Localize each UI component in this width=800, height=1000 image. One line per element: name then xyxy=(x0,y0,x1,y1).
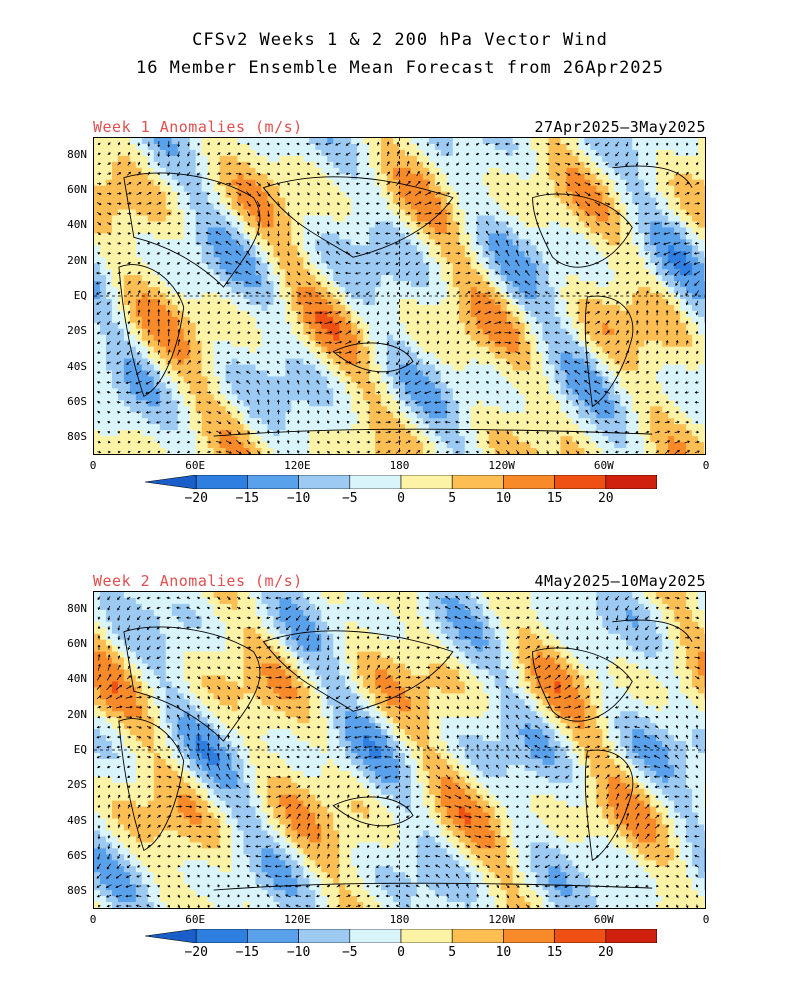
colorbar-tick-label: −10 xyxy=(286,491,311,506)
colorbar-tick-label: 5 xyxy=(448,491,457,506)
colorbar-tick-label: −5 xyxy=(341,491,358,506)
lon-tick-label: 0 xyxy=(702,913,710,926)
colorbar-segment xyxy=(400,475,453,489)
colorbar-tick-label: −20 xyxy=(184,491,208,506)
colorbar-segment xyxy=(605,929,657,943)
lat-tick-label: 60S xyxy=(67,395,87,408)
lon-tick-label: 0 xyxy=(702,459,710,472)
colorbar-tick-label: −20 xyxy=(184,945,208,960)
panel-dates: 4May2025—10May2025 xyxy=(534,572,706,590)
lat-tick-label: 20N xyxy=(67,253,87,267)
colorbar-tick-label: −10 xyxy=(286,945,311,960)
lon-tick-label: 180 xyxy=(389,459,410,472)
colorbar-tick-label: −5 xyxy=(341,945,358,960)
colorbar-tick-label: −15 xyxy=(235,491,260,506)
colorbar-segment xyxy=(451,475,504,489)
lat-tick-label: 40S xyxy=(67,359,87,373)
anomaly-shading xyxy=(94,138,705,454)
reference-lines xyxy=(94,138,705,454)
colorbar-segment xyxy=(247,929,299,943)
colorbar-segment xyxy=(451,929,504,943)
panel-title: Week 1 Anomalies (m/s) xyxy=(93,118,303,136)
colorbar-segment xyxy=(298,929,351,943)
lon-tick-label: 0 xyxy=(89,459,97,472)
colorbar-segment xyxy=(503,929,555,943)
colorbar-tick-label: 0 xyxy=(397,945,405,960)
map-week-2 xyxy=(93,591,706,909)
coastlines xyxy=(118,165,693,437)
colorbar-segment xyxy=(145,475,197,489)
colorbar-segment xyxy=(195,929,248,943)
lat-tick-label: EQ xyxy=(73,743,87,756)
colorbar xyxy=(145,475,657,489)
lon-tick-label: 180 xyxy=(389,913,410,926)
colorbar-tick-label: 10 xyxy=(495,945,512,960)
title-line-1: CFSv2 Weeks 1 & 2 200 hPa Vector Wind xyxy=(192,30,608,50)
map-week-1 xyxy=(93,137,706,455)
panel-title: Week 2 Anomalies (m/s) xyxy=(93,572,303,590)
colorbar-segment xyxy=(554,475,607,489)
anomaly-map xyxy=(94,138,705,454)
colorbar-segment xyxy=(247,475,299,489)
lon-tick-label: 120E xyxy=(284,459,311,472)
colorbar-segment xyxy=(349,475,402,489)
colorbar-segment xyxy=(145,929,197,943)
colorbar-tick-label: 10 xyxy=(495,491,512,506)
colorbar-segment xyxy=(349,929,402,943)
lat-tick-label: 40S xyxy=(67,813,87,827)
colorbar-segment xyxy=(605,475,657,489)
lat-tick-label: 40N xyxy=(67,218,87,232)
colorbar-tick-label: 20 xyxy=(597,945,614,960)
lon-tick-label: 60W xyxy=(593,459,614,472)
colorbar-segment xyxy=(400,929,453,943)
lat-tick-label: EQ xyxy=(73,289,87,302)
reference-lines xyxy=(94,592,705,908)
title-line-2: 16 Member Ensemble Mean Forecast from 26… xyxy=(135,58,665,78)
colorbar-tick-label: 15 xyxy=(546,491,563,506)
lat-tick-label: 20S xyxy=(67,324,87,338)
colorbar-segment xyxy=(554,929,607,943)
colorbar xyxy=(145,929,657,943)
lat-tick-label: 60S xyxy=(67,849,87,862)
colorbar-tick-label: 5 xyxy=(448,945,457,960)
lon-tick-label: 120W xyxy=(488,913,515,926)
lon-tick-label: 120E xyxy=(284,913,311,926)
lat-tick-label: 80S xyxy=(67,884,87,898)
anomaly-map xyxy=(94,592,705,908)
colorbar-tick-label: 15 xyxy=(546,945,563,960)
coastlines xyxy=(118,619,693,891)
lon-tick-label: 120W xyxy=(488,459,515,472)
wind-vectors xyxy=(96,595,701,908)
colorbar-segment xyxy=(503,475,555,489)
lat-tick-label: 80S xyxy=(67,430,87,444)
lat-tick-label: 80N xyxy=(67,601,87,615)
colorbar-tick-label: 20 xyxy=(597,491,614,506)
colorbar-segment xyxy=(298,475,351,489)
lon-tick-label: 60E xyxy=(185,459,206,472)
lon-tick-label: 60E xyxy=(185,913,206,926)
lat-tick-label: 60N xyxy=(67,637,87,650)
colorbar-tick-label: 0 xyxy=(397,491,405,506)
lat-tick-label: 20N xyxy=(67,707,87,721)
colorbar-tick-label: −15 xyxy=(235,945,260,960)
panel-dates: 27Apr2025—3May2025 xyxy=(534,118,706,136)
colorbar-segment xyxy=(195,475,248,489)
lon-tick-label: 60W xyxy=(593,913,614,926)
lon-tick-label: 0 xyxy=(89,913,97,926)
lat-tick-label: 80N xyxy=(67,147,87,161)
lat-tick-label: 40N xyxy=(67,672,87,686)
lat-tick-label: 20S xyxy=(67,778,87,792)
lat-tick-label: 60N xyxy=(67,183,87,196)
